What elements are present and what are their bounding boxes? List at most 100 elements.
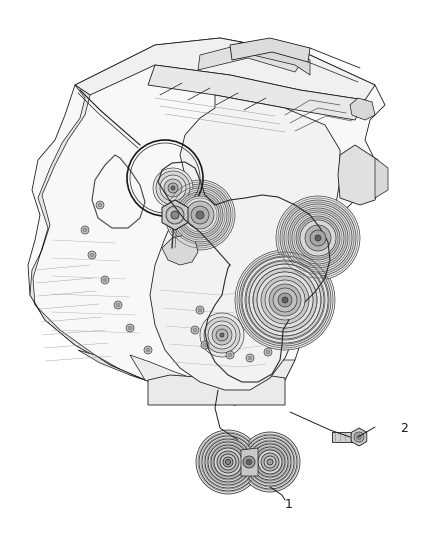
Circle shape bbox=[181, 196, 219, 234]
Text: 1: 1 bbox=[285, 498, 293, 512]
Polygon shape bbox=[198, 42, 305, 72]
Circle shape bbox=[202, 436, 254, 488]
Polygon shape bbox=[375, 158, 388, 198]
Circle shape bbox=[300, 220, 336, 256]
Circle shape bbox=[164, 179, 182, 197]
Circle shape bbox=[168, 183, 178, 193]
Circle shape bbox=[258, 450, 282, 474]
Circle shape bbox=[177, 192, 223, 238]
Circle shape bbox=[191, 206, 209, 224]
Circle shape bbox=[239, 254, 331, 346]
Circle shape bbox=[217, 451, 239, 473]
Circle shape bbox=[252, 444, 288, 480]
Circle shape bbox=[264, 456, 276, 468]
Circle shape bbox=[248, 356, 252, 360]
Circle shape bbox=[103, 278, 107, 282]
Circle shape bbox=[90, 253, 94, 257]
Circle shape bbox=[191, 326, 199, 334]
Text: 2: 2 bbox=[400, 422, 408, 434]
Circle shape bbox=[81, 226, 89, 234]
Circle shape bbox=[257, 272, 313, 328]
Circle shape bbox=[83, 228, 87, 232]
Circle shape bbox=[310, 230, 326, 246]
Circle shape bbox=[226, 459, 230, 464]
Circle shape bbox=[173, 188, 227, 242]
Circle shape bbox=[243, 435, 297, 489]
Polygon shape bbox=[351, 428, 367, 446]
Polygon shape bbox=[162, 200, 188, 230]
Circle shape bbox=[96, 201, 104, 209]
Circle shape bbox=[144, 346, 152, 354]
Circle shape bbox=[165, 180, 235, 250]
Circle shape bbox=[264, 348, 272, 356]
Circle shape bbox=[186, 201, 214, 229]
Circle shape bbox=[166, 206, 184, 224]
Circle shape bbox=[203, 343, 207, 347]
Circle shape bbox=[253, 268, 317, 332]
Circle shape bbox=[354, 432, 364, 442]
Circle shape bbox=[240, 432, 300, 492]
Circle shape bbox=[357, 434, 361, 440]
Polygon shape bbox=[78, 350, 145, 380]
Circle shape bbox=[292, 212, 344, 264]
Circle shape bbox=[226, 351, 234, 359]
Polygon shape bbox=[230, 38, 310, 62]
Circle shape bbox=[269, 284, 301, 316]
Circle shape bbox=[128, 326, 132, 330]
Circle shape bbox=[196, 430, 260, 494]
Circle shape bbox=[315, 235, 321, 241]
Polygon shape bbox=[338, 145, 380, 205]
Circle shape bbox=[208, 442, 248, 482]
Circle shape bbox=[200, 313, 244, 357]
Circle shape bbox=[153, 168, 193, 208]
Polygon shape bbox=[148, 65, 365, 120]
Polygon shape bbox=[350, 98, 375, 120]
Circle shape bbox=[169, 184, 231, 246]
Circle shape bbox=[171, 186, 175, 190]
Circle shape bbox=[235, 250, 335, 350]
Circle shape bbox=[126, 324, 134, 332]
Circle shape bbox=[242, 257, 328, 343]
Circle shape bbox=[216, 329, 228, 341]
Circle shape bbox=[261, 453, 279, 471]
Circle shape bbox=[266, 350, 270, 354]
Circle shape bbox=[246, 459, 252, 465]
Circle shape bbox=[160, 175, 186, 201]
Circle shape bbox=[214, 448, 242, 476]
Circle shape bbox=[282, 297, 288, 303]
Circle shape bbox=[114, 301, 122, 309]
Circle shape bbox=[249, 264, 321, 336]
Bar bbox=[332, 432, 354, 442]
Circle shape bbox=[101, 276, 109, 284]
Polygon shape bbox=[240, 42, 310, 75]
Circle shape bbox=[201, 341, 209, 349]
Circle shape bbox=[211, 445, 245, 479]
Polygon shape bbox=[148, 375, 285, 405]
Circle shape bbox=[246, 354, 254, 362]
Circle shape bbox=[305, 225, 331, 251]
Circle shape bbox=[276, 196, 360, 280]
Circle shape bbox=[220, 333, 224, 337]
Circle shape bbox=[246, 261, 324, 339]
Circle shape bbox=[98, 203, 102, 207]
Circle shape bbox=[255, 447, 285, 477]
Circle shape bbox=[267, 459, 273, 465]
Polygon shape bbox=[130, 355, 295, 405]
Circle shape bbox=[288, 208, 348, 268]
Circle shape bbox=[265, 280, 305, 320]
Circle shape bbox=[284, 204, 352, 272]
Circle shape bbox=[198, 308, 202, 312]
Circle shape bbox=[199, 433, 257, 491]
Polygon shape bbox=[30, 85, 145, 380]
Circle shape bbox=[278, 293, 292, 307]
Circle shape bbox=[296, 216, 340, 260]
Circle shape bbox=[146, 348, 150, 352]
Circle shape bbox=[196, 306, 204, 314]
Circle shape bbox=[228, 353, 232, 357]
Circle shape bbox=[246, 438, 294, 486]
Circle shape bbox=[280, 200, 356, 276]
Circle shape bbox=[273, 288, 297, 312]
Polygon shape bbox=[241, 448, 258, 476]
Circle shape bbox=[204, 317, 240, 353]
Polygon shape bbox=[28, 38, 385, 405]
